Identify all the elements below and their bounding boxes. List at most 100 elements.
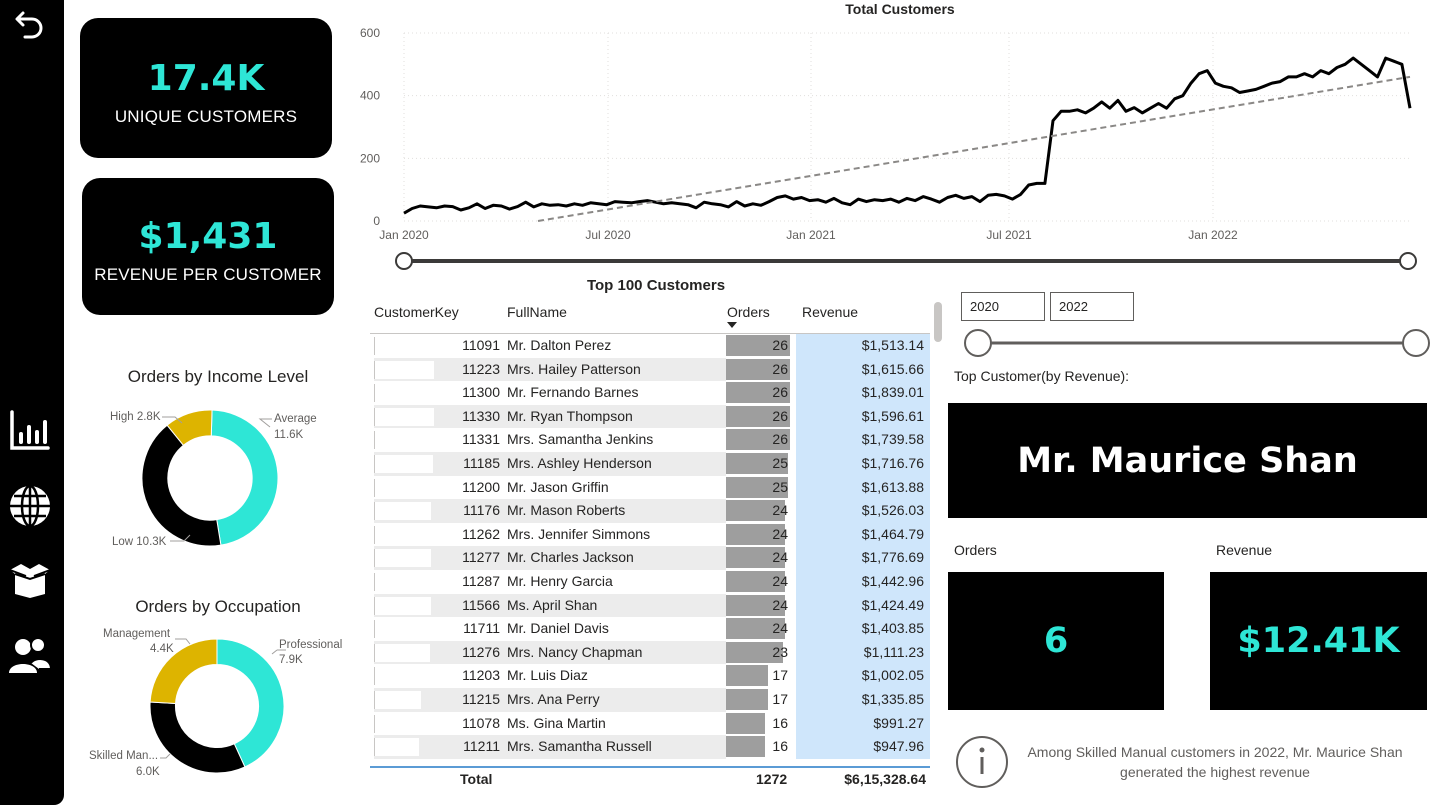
total-customers-line-chart: 0 200 400 600 Jan 2020 Jul 2020 Jan 2021 Jul 20… — [360, 26, 1412, 242]
customerkey-text: 11711 — [463, 620, 500, 637]
table-row[interactable]: 11200 Mr. Jason Griffin 25 $1,613.88 — [370, 475, 930, 500]
cell-orders: 26 — [726, 404, 796, 429]
cell-fullname: Mrs. Ashley Henderson — [502, 451, 726, 476]
orders-databar — [726, 452, 788, 474]
table-row[interactable]: 11091 Mr. Dalton Perez 26 $1,513.14 — [370, 334, 930, 358]
unique-customers-value: 17.4K — [147, 58, 265, 99]
year-end-input[interactable]: 2022 — [1050, 292, 1134, 321]
header-revenue[interactable]: Revenue — [802, 304, 859, 320]
orders-text: 24 — [772, 596, 788, 613]
table-row[interactable]: 11300 Mr. Fernando Barnes 26 $1,839.01 — [370, 381, 930, 405]
table-row[interactable]: 11277 Mr. Charles Jackson 24 $1,776.69 — [370, 546, 930, 570]
top-customer-name-card: Mr. Maurice Shan — [948, 403, 1427, 518]
orders-databar — [726, 594, 786, 616]
cell-orders: 24 — [726, 593, 796, 618]
unique-customers-label: UNIQUE CUSTOMERS — [114, 107, 298, 126]
orders-text: 17 — [772, 667, 788, 684]
customerkey-text: 11091 — [462, 337, 500, 353]
cell-revenue: $1,403.85 — [796, 617, 930, 641]
orders-text: 26 — [772, 407, 788, 424]
cell-orders: 24 — [726, 499, 796, 523]
table-row[interactable]: 11330 Mr. Ryan Thompson 26 $1,596.61 — [370, 404, 930, 429]
donut-slice-skilled-man-[interactable] — [149, 701, 246, 774]
header-customerkey[interactable]: CustomerKey — [374, 304, 459, 320]
donut-slice-low[interactable] — [141, 424, 222, 547]
table-row[interactable]: 11566 Ms. April Shan 24 $1,424.49 — [370, 593, 930, 618]
year-range-slider[interactable] — [960, 326, 1432, 360]
y-tick-label: 600 — [360, 26, 380, 40]
table-row[interactable]: 11276 Mrs. Nancy Chapman 23 $1,111.23 — [370, 640, 930, 665]
cell-fullname: Mr. Mason Roberts — [502, 499, 726, 523]
orders-text: 26 — [772, 360, 788, 377]
header-fullname[interactable]: FullName — [507, 304, 567, 320]
customerkey-text: 11200 — [462, 478, 500, 495]
donut-slice-management[interactable] — [149, 638, 218, 705]
cell-customerkey: 11711 — [374, 617, 726, 641]
orders-text: 23 — [772, 643, 788, 660]
table-row[interactable]: 11185 Mrs. Ashley Henderson 25 $1,716.76 — [370, 451, 930, 476]
date-range-slider[interactable] — [392, 250, 1422, 274]
table-row[interactable]: 11078 Ms. Gina Martin 16 $991.27 — [370, 711, 930, 736]
orders-text: 24 — [772, 502, 788, 519]
date-slider-end-handle[interactable] — [1399, 252, 1417, 270]
key-databar — [374, 478, 433, 497]
nav-products-button[interactable] — [6, 556, 54, 604]
cell-fullname: Mrs. Jennifer Simmons — [507, 525, 651, 542]
orders-databar — [726, 500, 786, 522]
customerkey-text: 11566 — [462, 596, 500, 613]
orders-databar — [726, 618, 786, 640]
key-databar — [374, 549, 431, 568]
cell-fullname: Ms. Gina Martin — [507, 714, 606, 731]
customerkey-text: 11287 — [462, 572, 500, 589]
key-databar — [374, 643, 430, 662]
table-row[interactable]: 11331 Mrs. Samantha Jenkins 26 $1,739.58 — [370, 428, 930, 452]
back-button[interactable] — [6, 0, 54, 48]
table-row[interactable]: 11287 Mr. Henry Garcia 24 $1,442.96 — [370, 569, 930, 594]
table-row[interactable]: 11211 Mrs. Samantha Russell 16 $947.96 — [370, 735, 930, 759]
cell-revenue: $1,424.49 — [796, 593, 930, 618]
table-scrollbar[interactable] — [934, 302, 942, 342]
top-orders-card: 6 — [948, 572, 1164, 710]
key-databar — [374, 525, 431, 544]
year-slider-start-handle[interactable] — [964, 329, 992, 357]
cell-orders: 24 — [726, 569, 796, 594]
table-row[interactable]: 11223 Mrs. Hailey Patterson 26 $1,615.66 — [370, 357, 930, 382]
donut-slice-professional[interactable] — [216, 638, 285, 768]
cell-fullname: Mrs. Nancy Chapman — [502, 640, 726, 665]
key-databar — [374, 620, 431, 639]
orders-text: 16 — [772, 738, 788, 755]
cell-revenue: $1,613.88 — [796, 475, 930, 500]
table-row[interactable]: 11203 Mr. Luis Diaz 17 $1,002.05 — [370, 664, 930, 688]
table-row[interactable]: 11176 Mr. Mason Roberts 24 $1,526.03 — [370, 499, 930, 523]
cell-fullname: Mr. Luis Diaz — [507, 667, 588, 684]
year-slider-end-handle[interactable] — [1402, 329, 1430, 357]
table-row[interactable]: 11215 Mrs. Ana Perry 17 $1,335.85 — [370, 687, 930, 712]
cell-customerkey: 11200 — [374, 476, 726, 500]
nav-customers-button[interactable] — [6, 632, 54, 680]
year-start-input[interactable]: 2020 — [961, 292, 1045, 321]
header-orders[interactable]: Orders — [727, 304, 770, 320]
cell-orders: 26 — [726, 428, 796, 452]
key-databar — [374, 596, 431, 615]
orders-databar — [726, 688, 768, 710]
cell-customerkey: 11091 — [374, 334, 726, 358]
orders-databar — [726, 358, 790, 380]
income-label-average-name: Average — [274, 413, 317, 425]
cell-orders: 24 — [726, 617, 796, 641]
donut-slice-average[interactable] — [210, 409, 279, 546]
orders-text: 25 — [772, 478, 788, 495]
cell-fullname: Mr. Daniel Davis — [507, 620, 609, 637]
table-row[interactable]: 11262 Mrs. Jennifer Simmons 24 $1,464.79 — [370, 522, 930, 547]
x-tick-label: Jul 2021 — [986, 228, 1032, 242]
orders-text: 16 — [772, 714, 788, 731]
nav-overview-button[interactable] — [6, 406, 54, 454]
table-row[interactable]: 11711 Mr. Daniel Davis 24 $1,403.85 — [370, 617, 930, 641]
donut-slice-high[interactable] — [166, 409, 213, 446]
nav-map-button[interactable] — [6, 482, 54, 530]
cell-customerkey: 11262 — [374, 523, 726, 547]
date-slider-start-handle[interactable] — [395, 252, 413, 270]
orders-text: 25 — [772, 454, 788, 471]
customerkey-text: 11300 — [462, 384, 500, 401]
top-revenue-label: Revenue — [1216, 542, 1273, 558]
